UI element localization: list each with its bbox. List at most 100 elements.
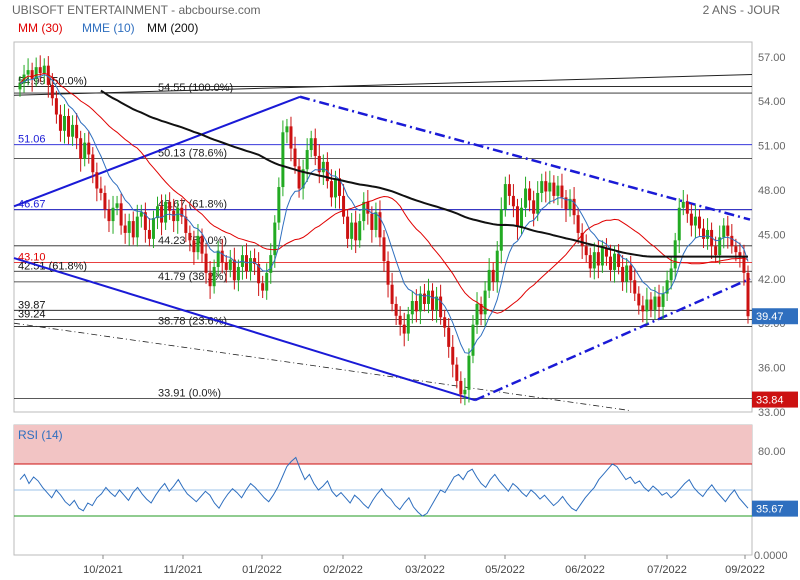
candle-body	[224, 262, 228, 270]
candle-body	[366, 201, 370, 214]
candle-body	[386, 261, 390, 285]
candle-body	[459, 380, 463, 395]
candle-body	[362, 201, 366, 222]
channel-upper-line	[299, 95, 751, 221]
candle-body	[685, 201, 689, 214]
candle-body	[67, 116, 71, 137]
legend-mm200: MM (200)	[147, 21, 199, 35]
candle-body	[697, 216, 701, 229]
candle-body	[30, 70, 34, 79]
candle-body	[164, 201, 168, 223]
candle-body	[560, 185, 564, 198]
candle-body	[168, 201, 172, 211]
candle-body	[196, 235, 200, 253]
candle-body	[503, 184, 507, 210]
candle-body	[746, 272, 750, 317]
candle-body	[220, 250, 224, 263]
rsi-last-label: 35.67	[756, 504, 784, 516]
candle-body	[633, 280, 637, 294]
candle-body	[726, 225, 730, 236]
candle-body	[418, 293, 422, 312]
candle-body	[139, 212, 143, 217]
candle-body	[273, 222, 277, 256]
rsi-tick-label: 0.0000	[754, 550, 788, 562]
candle-body	[305, 150, 309, 170]
candle-body	[58, 114, 62, 131]
rsi-label: RSI (14)	[18, 428, 63, 442]
candle-body	[572, 198, 576, 216]
candle-body	[232, 259, 236, 281]
candle-body	[216, 250, 220, 267]
x-tick-label: 10/2021	[83, 564, 123, 576]
candle-body	[249, 258, 253, 272]
candle-body	[42, 65, 46, 74]
candle-body	[511, 195, 515, 207]
candle-body	[79, 138, 83, 159]
candle-body	[378, 212, 382, 238]
candle-body	[95, 172, 99, 189]
candle-body	[649, 299, 653, 310]
chart-title: UBISOFT ENTERTAINMENT - abcbourse.com	[12, 3, 261, 17]
candle-body	[281, 132, 285, 188]
candle-body	[50, 84, 54, 99]
candle-body	[156, 206, 160, 219]
fib-level-label: 41.79 (38.2%)	[158, 271, 227, 283]
candle-body	[285, 126, 289, 133]
y-tick-label: 33.00	[758, 407, 786, 419]
fib-level-label: 54.55 (100.0%)	[158, 82, 233, 94]
candle-body	[87, 142, 91, 155]
candle-body	[532, 200, 536, 214]
candle-body	[26, 70, 30, 75]
candle-body	[34, 67, 38, 79]
candle-body	[451, 346, 455, 365]
candle-body	[439, 296, 443, 318]
fib-level-label: 33.91 (0.0%)	[158, 388, 221, 400]
candle-body	[730, 235, 734, 247]
x-tick-label: 06/2022	[565, 564, 605, 576]
candle-body	[410, 301, 414, 315]
candle-body	[483, 290, 487, 315]
candle-body	[200, 235, 204, 254]
legend-mm30: MM (30)	[18, 21, 63, 35]
candle-body	[111, 207, 115, 222]
candle-body	[180, 207, 184, 217]
candle-body	[475, 303, 479, 325]
candle-body	[71, 124, 75, 137]
candle-body	[576, 215, 580, 233]
candle-body	[641, 305, 645, 312]
mm200-line	[100, 89, 748, 258]
candle-body	[228, 259, 232, 270]
y-tick-label: 57.00	[758, 52, 786, 64]
candle-body	[253, 258, 257, 264]
candle-body	[346, 216, 350, 239]
candle-body	[422, 293, 426, 304]
candle-body	[338, 178, 342, 196]
candle-body	[556, 185, 560, 196]
level-label: 42.51 (61.8%)	[18, 260, 87, 272]
candle-body	[677, 207, 681, 241]
candle-body	[333, 178, 337, 198]
candle-body	[661, 293, 665, 307]
candle-body	[107, 209, 111, 222]
candle-body	[515, 206, 519, 227]
candle-body	[495, 250, 499, 282]
candle-body	[524, 188, 528, 208]
mme10-line	[19, 74, 749, 354]
mm30-line	[19, 72, 749, 314]
candle-body	[568, 198, 572, 210]
candle-body	[297, 166, 301, 189]
x-tick-label: 11/2021	[164, 564, 203, 576]
candle-body	[463, 389, 467, 395]
candle-body	[394, 303, 398, 316]
candle-body	[645, 299, 649, 312]
level-label: 51.06	[18, 134, 46, 146]
candle-body	[564, 197, 568, 210]
candle-body	[127, 221, 131, 233]
candle-body	[665, 280, 669, 294]
candle-body	[309, 138, 313, 151]
candle-body	[18, 83, 22, 90]
candle-body	[426, 290, 430, 304]
candle-body	[289, 126, 293, 149]
candle-body	[702, 228, 706, 239]
candle-body	[689, 213, 693, 226]
